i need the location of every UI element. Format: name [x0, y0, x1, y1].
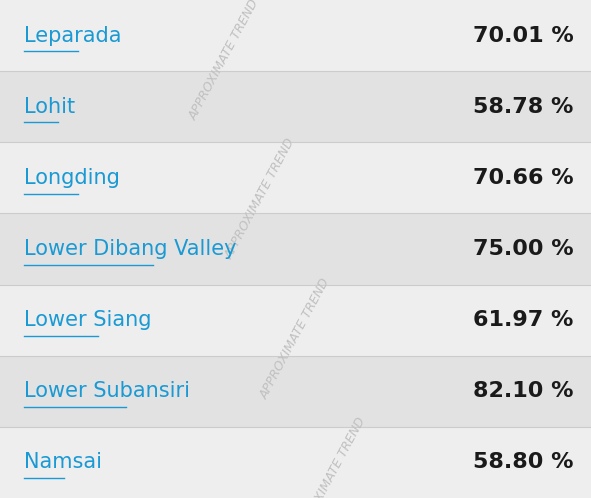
Bar [0, 427, 591, 498]
Text: Lower Subansiri: Lower Subansiri [24, 381, 190, 401]
Text: 70.66 %: 70.66 % [473, 168, 573, 188]
Text: APPROXIMATE TREND: APPROXIMATE TREND [187, 0, 262, 123]
Text: 82.10 %: 82.10 % [473, 381, 573, 401]
Text: Longding: Longding [24, 168, 119, 188]
Text: APPROXIMATE TREND: APPROXIMATE TREND [223, 136, 297, 262]
Bar [0, 214, 591, 284]
Text: Lower Dibang Valley: Lower Dibang Valley [24, 239, 236, 259]
Text: APPROXIMATE TREND: APPROXIMATE TREND [258, 276, 333, 401]
Text: 58.80 %: 58.80 % [473, 452, 573, 473]
Text: 61.97 %: 61.97 % [473, 310, 573, 330]
Text: APPROXIMATE TREND: APPROXIMATE TREND [294, 415, 368, 498]
Bar [0, 71, 591, 142]
Text: Lower Siang: Lower Siang [24, 310, 151, 330]
Bar [0, 356, 591, 427]
Text: 75.00 %: 75.00 % [473, 239, 573, 259]
Text: Namsai: Namsai [24, 452, 102, 473]
Bar [0, 0, 591, 71]
Bar [0, 142, 591, 214]
Text: 58.78 %: 58.78 % [473, 97, 573, 117]
Bar [0, 284, 591, 356]
Text: Lohit: Lohit [24, 97, 75, 117]
Text: Leparada: Leparada [24, 25, 121, 46]
Text: 70.01 %: 70.01 % [473, 25, 573, 46]
